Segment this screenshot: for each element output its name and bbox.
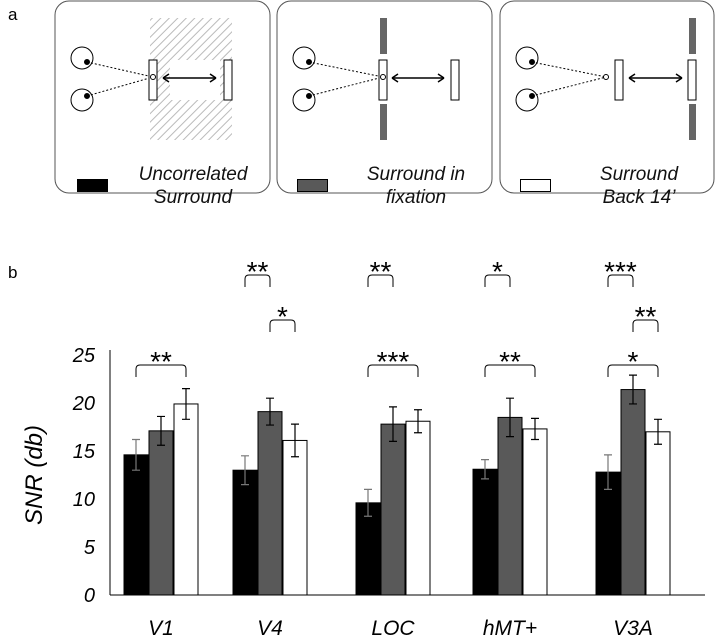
bar [620,389,646,596]
significance-label: ** [370,256,392,287]
bar [123,454,149,596]
error-bar [182,388,190,420]
error-bar [291,423,299,458]
significance-bracket [367,364,419,377]
error-bar [629,374,637,405]
condition-diagram [276,0,493,194]
bar [148,430,174,596]
significance-bracket [632,319,659,332]
legend-swatch [297,179,328,192]
significance-bracket [607,274,634,287]
y-tick-label: 10 [73,489,95,511]
error-bar [157,415,165,446]
significance-bracket [607,364,659,377]
bar [595,471,621,596]
error-bar [364,488,372,517]
bar [257,411,283,596]
bar [232,469,258,596]
significance-bracket [135,364,187,377]
legend-label: Surround Back 14’ [599,164,679,208]
significance-label: * [277,301,288,332]
error-bar [389,406,397,442]
y-tick-label: 0 [84,585,95,607]
bar [472,468,498,596]
legend-label: Uncorrelated Surround [138,164,248,208]
bar [282,439,308,596]
y-axis-label: SNR (db) [21,425,48,525]
bar [355,502,381,596]
significance-label: *** [604,256,637,287]
condition-diagram [54,0,271,194]
significance-label: ** [499,346,521,377]
bar [522,428,548,596]
significance-label: ** [247,256,269,287]
error-bar [481,459,489,480]
significance-bracket [244,274,271,287]
x-tick-label: V4 [257,617,283,638]
error-bar [266,397,274,426]
significance-label: ** [635,301,657,332]
error-bar [132,438,140,471]
significance-label: * [492,256,503,287]
panel-label: a [8,5,18,24]
legend-label: Surround in fixation [366,164,466,208]
x-tick-label: LOC [371,617,415,638]
x-tick-label: V3A [613,617,653,638]
significance-bracket [484,364,536,377]
significance-label: *** [377,346,410,377]
y-tick-label: 25 [72,345,96,367]
y-tick-label: 15 [73,441,96,463]
significance-label: * [628,346,639,377]
bar [497,416,523,596]
error-bar [506,397,514,438]
bar [645,431,671,596]
x-tick-label: V1 [148,617,174,638]
panel-label: b [8,263,17,282]
legend-swatch [520,179,551,192]
significance-bracket [269,319,296,332]
bar [380,423,406,596]
significance-label: ** [150,346,172,377]
error-bar [654,418,662,445]
y-tick-label: 20 [72,393,95,415]
bar [405,420,431,596]
error-bar [414,409,422,434]
y-tick-label: 5 [84,537,96,559]
condition-diagram [499,0,715,194]
significance-bracket [484,274,511,287]
error-bar [241,455,249,486]
bar [173,403,199,596]
significance-bracket [367,274,394,287]
error-bar [531,417,539,441]
legend-swatch [77,179,108,192]
x-tick-label: hMT+ [483,617,537,638]
error-bar [604,454,612,490]
